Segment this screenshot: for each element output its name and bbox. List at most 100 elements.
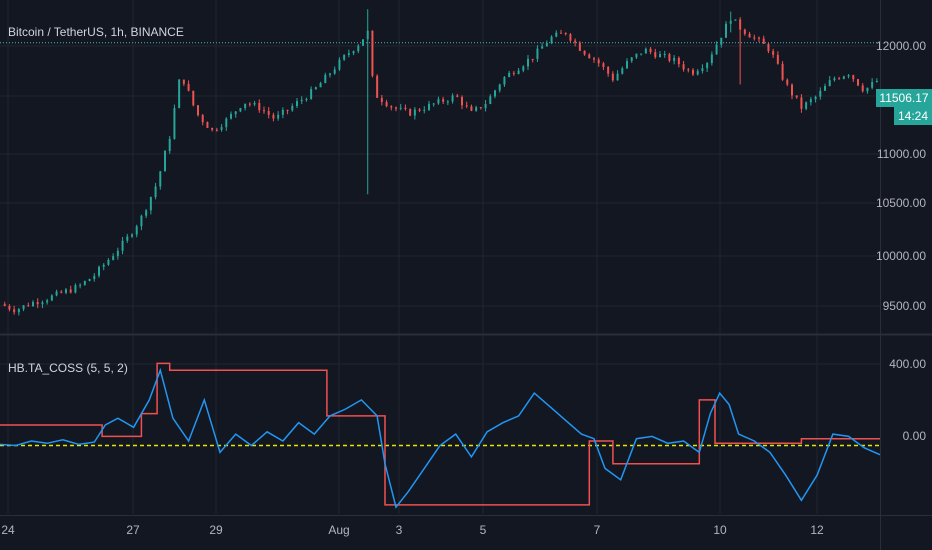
candle-body <box>442 99 445 102</box>
candle-body <box>475 107 478 111</box>
candle-body <box>578 42 581 51</box>
candle-body <box>102 264 105 267</box>
candle <box>258 99 261 113</box>
candle <box>564 32 567 36</box>
time-tick-label: Aug <box>328 523 349 537</box>
candle <box>512 70 515 76</box>
candle <box>649 46 652 55</box>
candle-body <box>324 74 327 84</box>
candle-body <box>682 64 685 70</box>
candle-body <box>286 109 289 111</box>
candle-body <box>291 105 294 111</box>
candle <box>102 263 105 271</box>
candle <box>720 37 723 48</box>
candle <box>758 36 760 43</box>
candle-body <box>248 103 251 105</box>
candle-body <box>725 23 727 38</box>
candle <box>121 236 124 255</box>
candle-body <box>192 90 195 106</box>
candle-body <box>758 37 760 39</box>
candle-body <box>131 234 133 237</box>
candle <box>494 89 496 99</box>
candle-body <box>314 87 317 90</box>
candle-body <box>98 266 100 276</box>
price-tag-bg <box>876 89 932 107</box>
candle <box>663 50 666 58</box>
candle-body <box>446 101 449 103</box>
candle <box>560 29 562 34</box>
candle-body <box>809 99 812 103</box>
candle <box>192 90 195 107</box>
symbol-title[interactable]: Bitcoin / TetherUS, 1h, BINANCE <box>8 25 184 39</box>
candle <box>475 105 478 112</box>
candle <box>508 70 511 78</box>
candle-body <box>687 69 690 71</box>
candle <box>409 108 412 117</box>
candle <box>423 106 426 114</box>
indicator-lines <box>0 362 881 509</box>
candle <box>338 57 341 72</box>
candle <box>729 11 732 33</box>
candle <box>710 51 713 66</box>
candle <box>479 106 482 110</box>
candle <box>621 66 624 75</box>
candle <box>748 31 751 38</box>
candle <box>800 94 803 113</box>
candle <box>13 305 16 315</box>
candle <box>838 76 841 80</box>
candle-body <box>668 54 671 61</box>
candle <box>635 53 638 59</box>
candle-body <box>838 78 841 80</box>
candle-body <box>555 32 558 37</box>
candle-body <box>79 284 82 286</box>
candle-body <box>338 59 341 70</box>
candle-body <box>159 171 162 187</box>
candle <box>182 79 185 87</box>
candle <box>112 253 115 261</box>
candle <box>767 42 770 54</box>
time-tick-label: 10 <box>713 523 727 537</box>
candle <box>456 93 459 98</box>
candle <box>550 35 553 45</box>
candle <box>753 34 756 41</box>
candle <box>611 71 614 83</box>
candle <box>164 149 166 172</box>
candle-body <box>305 99 308 101</box>
candle <box>715 41 718 55</box>
candle-body <box>211 127 214 130</box>
candle <box>418 108 421 113</box>
candle-body <box>404 107 407 110</box>
candle <box>489 94 492 105</box>
candle <box>22 305 25 312</box>
candle-body <box>569 34 572 41</box>
candle-body <box>154 186 157 197</box>
candle-body <box>343 54 346 60</box>
coss-signal-line <box>0 362 880 506</box>
candle <box>569 33 572 43</box>
candle-body <box>206 122 209 128</box>
indicator-title[interactable]: HB.TA_COSS (5, 5, 2) <box>8 361 128 375</box>
candle-body <box>531 58 534 60</box>
candle-body <box>13 309 16 313</box>
candle <box>762 35 765 45</box>
candle-body <box>545 42 548 47</box>
candle <box>432 102 435 107</box>
candle <box>875 78 878 83</box>
candle-body <box>93 275 96 280</box>
candle-body <box>107 259 110 265</box>
candle-body <box>696 71 699 75</box>
time-tick-label: 27 <box>126 523 140 537</box>
candle-body <box>729 20 732 24</box>
candle-body <box>706 63 709 69</box>
candle-body <box>517 70 520 74</box>
candle <box>503 76 506 87</box>
candle-body <box>253 102 256 105</box>
candle-body <box>767 43 770 52</box>
candle <box>305 97 308 102</box>
candle-body <box>352 51 355 54</box>
candle <box>842 75 845 80</box>
candle-body <box>267 111 270 115</box>
candle <box>300 96 303 105</box>
